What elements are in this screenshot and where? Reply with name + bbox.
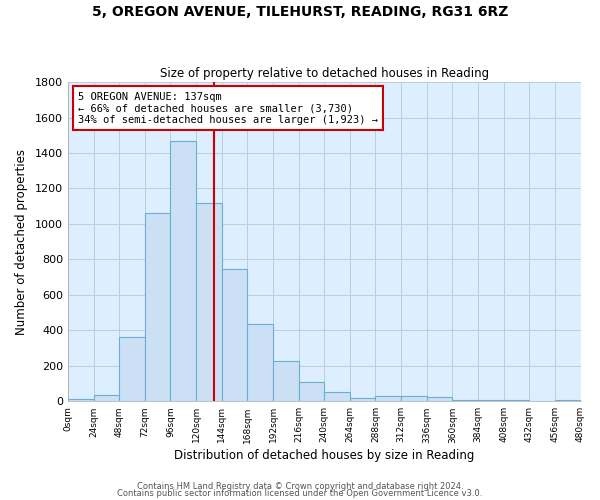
Bar (222, 269, 247, 402)
Bar (299, 382, 324, 402)
Bar (376, 396, 401, 402)
Bar (119, 338, 145, 402)
Bar (401, 396, 427, 402)
Bar (94, 395, 119, 402)
Bar (273, 360, 299, 402)
Bar (145, 214, 170, 402)
Bar (452, 400, 478, 402)
Bar (68, 398, 94, 402)
Bar (170, 140, 196, 402)
Y-axis label: Number of detached properties: Number of detached properties (15, 148, 28, 334)
Bar (324, 392, 350, 402)
Bar (478, 400, 503, 402)
Bar (503, 400, 529, 402)
Bar (196, 202, 222, 402)
X-axis label: Distribution of detached houses by size in Reading: Distribution of detached houses by size … (174, 450, 475, 462)
Bar (555, 400, 581, 402)
Text: 5 OREGON AVENUE: 137sqm
← 66% of detached houses are smaller (3,730)
34% of semi: 5 OREGON AVENUE: 137sqm ← 66% of detache… (78, 92, 378, 125)
Title: Size of property relative to detached houses in Reading: Size of property relative to detached ho… (160, 66, 489, 80)
Text: Contains HM Land Registry data © Crown copyright and database right 2024.: Contains HM Land Registry data © Crown c… (137, 482, 463, 491)
Bar (350, 398, 376, 402)
Text: 5, OREGON AVENUE, TILEHURST, READING, RG31 6RZ: 5, OREGON AVENUE, TILEHURST, READING, RG… (92, 5, 508, 19)
Bar (427, 397, 452, 402)
Text: Contains public sector information licensed under the Open Government Licence v3: Contains public sector information licen… (118, 489, 482, 498)
Bar (247, 324, 273, 402)
